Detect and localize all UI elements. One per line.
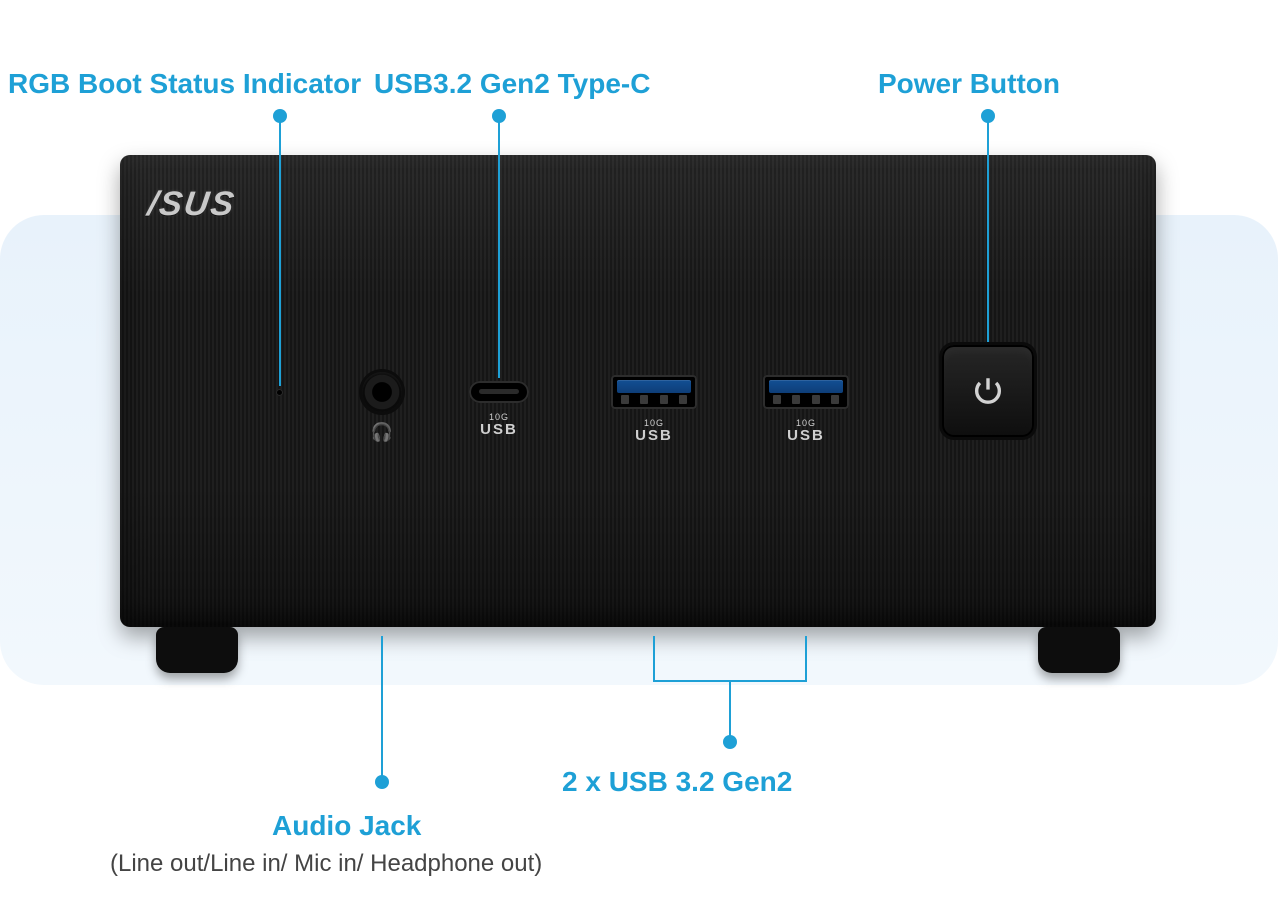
- diagram-stage: /SUS 🎧 10G USB 10G USB: [0, 0, 1278, 898]
- label-usb-a-pair: 2 x USB 3.2 Gen2: [562, 766, 792, 798]
- label-rgb-indicator: RGB Boot Status Indicator: [8, 68, 361, 100]
- audio-jack: [362, 372, 402, 412]
- headset-icon: 🎧: [371, 422, 393, 443]
- usb-a-port-1: 10G USB: [611, 375, 697, 443]
- leader-line: [805, 636, 807, 680]
- usb-a-connector: [611, 375, 697, 409]
- usb-c-connector: [469, 381, 529, 403]
- leader-line: [653, 636, 655, 680]
- power-button-wrap: [942, 345, 1034, 437]
- usb-a-connector: [763, 375, 849, 409]
- leader-dot: [375, 775, 389, 789]
- leader-line: [987, 116, 989, 342]
- leader-line: [729, 680, 731, 738]
- usb-a-port-2: 10G USB: [763, 375, 849, 443]
- power-icon: [971, 374, 1005, 408]
- device-foot-right: [1038, 627, 1120, 673]
- mini-pc-body: /SUS 🎧 10G USB 10G USB: [120, 155, 1156, 627]
- usb-a2-silk: 10G USB: [787, 419, 825, 443]
- device-foot-left: [156, 627, 238, 673]
- usb-c-silk: 10G USB: [480, 413, 518, 437]
- power-button[interactable]: [942, 345, 1034, 437]
- rgb-status-indicator: [276, 389, 283, 396]
- label-audio-jack-sub: (Line out/Line in/ Mic in/ Headphone out…: [110, 850, 542, 878]
- asus-logo: /SUS: [145, 185, 238, 224]
- leader-line: [279, 116, 281, 386]
- leader-dot: [723, 735, 737, 749]
- label-power-button: Power Button: [878, 68, 1060, 100]
- audio-jack-port: 🎧: [362, 372, 402, 443]
- usb-a1-silk: 10G USB: [635, 419, 673, 443]
- leader-line: [498, 116, 500, 378]
- leader-line: [381, 636, 383, 778]
- label-audio-jack: Audio Jack: [272, 810, 421, 842]
- status-led-pinhole: [276, 389, 283, 396]
- usb-c-port: 10G USB: [469, 381, 529, 437]
- label-usb-c: USB3.2 Gen2 Type-C: [374, 68, 650, 100]
